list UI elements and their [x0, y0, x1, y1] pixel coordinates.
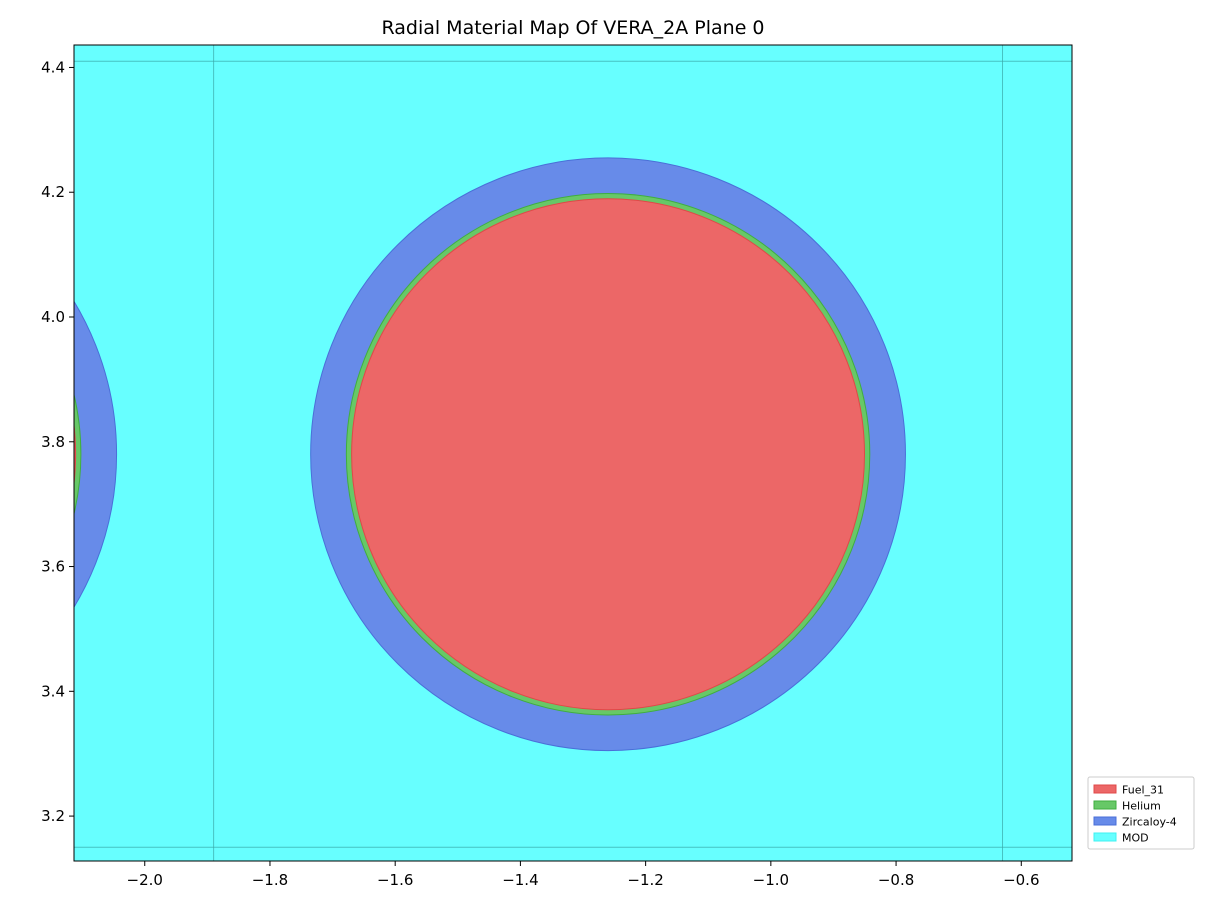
x-axis: −2.0 −1.8 −1.6 −1.4 −1.2 −1.0 −0.8 −0.6 [127, 861, 1040, 889]
y-tick-label: 4.0 [41, 308, 65, 326]
y-tick-label: 3.4 [41, 682, 65, 700]
y-tick-label: 3.8 [41, 433, 65, 451]
legend-box [1087, 776, 1195, 850]
x-tick-label: −0.8 [878, 871, 914, 889]
y-tick-label: 4.4 [41, 58, 65, 76]
y-tick-label: 3.2 [41, 807, 65, 825]
x-tick-label: −2.0 [127, 871, 163, 889]
x-tick-label: −1.6 [377, 871, 413, 889]
legend-swatch [1093, 816, 1117, 826]
x-tick-label: −1.8 [252, 871, 288, 889]
region-helium-pin-2 [1135, 193, 1232, 715]
region-fuel-31-pin-1 [351, 198, 866, 711]
y-tick-label: 3.6 [41, 558, 65, 576]
legend-swatch [1093, 832, 1117, 842]
x-tick-label: −0.6 [1003, 871, 1039, 889]
legend-label: Zircaloy-4 [1122, 816, 1177, 829]
y-axis: 3.2 3.4 3.6 3.8 4.0 4.2 4.4 [41, 58, 74, 825]
region-zircaloy-4-pin-2 [1100, 158, 1232, 751]
region-fuel-31-pin-2 [1140, 199, 1232, 710]
x-tick-label: −1.4 [502, 871, 538, 889]
legend-label: Helium [1122, 800, 1161, 813]
legend-swatch [1093, 784, 1117, 794]
chart-title: Radial Material Map Of VERA_2A Plane 0 [381, 17, 764, 39]
plot-frame [73, 44, 1073, 862]
region-fuel-31-pin-0 [74, 421, 77, 487]
legend: Fuel_31 Helium Zircaloy-4 MOD [1087, 776, 1195, 850]
plot-area [74, 45, 1232, 861]
region-zircaloy-4-pin-0 [74, 300, 117, 608]
x-tick-label: −1.0 [753, 871, 789, 889]
y-tick-label: 4.2 [41, 183, 65, 201]
x-tick-label: −1.2 [627, 871, 663, 889]
legend-label: MOD [1122, 832, 1149, 845]
region-helium-pin-0 [74, 392, 82, 516]
legend-swatch [1093, 800, 1117, 810]
legend-label: Fuel_31 [1122, 784, 1164, 797]
